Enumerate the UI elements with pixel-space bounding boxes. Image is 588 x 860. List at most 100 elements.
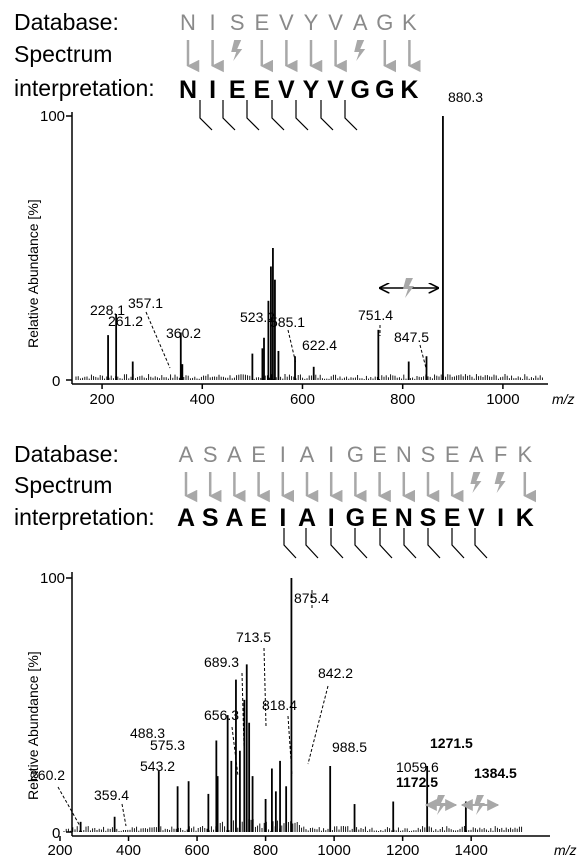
peak-label: 847.5: [394, 329, 429, 345]
database-residue: A: [353, 10, 368, 35]
interpreted-residue: I: [209, 76, 216, 104]
y-tick-label-top-100: 100: [40, 108, 65, 125]
database-residue: N: [396, 442, 412, 467]
y-axis-label-bottom: Relative Abundance [%]: [25, 651, 41, 800]
database-residue: G: [347, 442, 364, 467]
mutation-bolt-icon: [474, 795, 485, 815]
interpreted-residue: A: [298, 504, 316, 532]
interpreted-residue: I: [497, 504, 504, 532]
peak-label-leader: [287, 329, 297, 365]
mass-shift-arrow-top: [380, 278, 438, 298]
database-residue: F: [494, 442, 507, 467]
x-tick-label: 600: [290, 391, 315, 408]
mutation-bolt-icon: [470, 472, 482, 493]
interpreted-residue: K: [516, 504, 534, 532]
database-residue: E: [254, 10, 269, 35]
peak-label: 656.3: [204, 707, 239, 723]
x-axis-label-bottom: m/z: [554, 842, 577, 858]
interpreted-residue: E: [371, 504, 388, 532]
database-residue: Y: [304, 10, 319, 35]
peak-label: 585.1: [270, 314, 305, 330]
interpreted-residue: K: [400, 76, 418, 104]
fragment-ion-marker: [295, 100, 309, 131]
peak-label-leader: [121, 803, 127, 827]
x-tick-label: 1000: [486, 391, 519, 408]
fragment-ion-marker: [474, 528, 488, 559]
peak-label: 523.2: [240, 309, 275, 325]
database-residue: I: [210, 10, 216, 35]
interpreted-residue: I: [328, 504, 335, 532]
interpreted-residue: G: [350, 76, 369, 104]
x-tick-label: 400: [116, 842, 141, 859]
y-tick-label-bottom-100: 100: [40, 570, 65, 587]
peak-label-leader: [263, 647, 267, 727]
interpreted-residue: I: [279, 504, 286, 532]
database-residue: I: [328, 442, 334, 467]
peak-label: 261.2: [108, 313, 143, 329]
database-residue: E: [251, 442, 266, 467]
interpreted-residue: S: [202, 504, 219, 532]
y-tick-label-top-0: 0: [52, 373, 60, 390]
spectrum-bottom: 260.2 359.4 488.3 543.2 575.3 656.3 689.3 713.5…: [25, 570, 577, 859]
peak-label: 359.4: [94, 787, 129, 803]
database-residue: S: [421, 442, 436, 467]
peak-label: 357.1: [128, 295, 163, 311]
database-residue: V: [328, 10, 343, 35]
peak-label: 1271.5: [430, 735, 473, 751]
peak-label: 988.5: [332, 739, 367, 755]
database-residue: A: [300, 442, 315, 467]
interpretation-label-top: interpretation:: [14, 75, 155, 101]
database-residue: S: [230, 10, 245, 35]
interpreted-residue: A: [177, 504, 195, 532]
interpreted-residue: G: [346, 504, 365, 532]
interpreted-residue: A: [225, 504, 243, 532]
interpreted-residue: N: [395, 504, 413, 532]
peak-label: 1172.5: [396, 774, 438, 790]
database-residue: N: [180, 10, 196, 35]
database-label-bottom: Database:: [14, 441, 119, 467]
peak-label: 228.1: [90, 302, 125, 318]
peak-label: 543.2: [140, 758, 175, 774]
database-residue: A: [227, 442, 242, 467]
peak-label: 751.4: [358, 307, 393, 323]
peak-label-leader: [419, 344, 427, 369]
database-residue: A: [469, 442, 484, 467]
x-tick-label: 1200: [386, 842, 419, 859]
fragment-ion-marker: [305, 528, 319, 559]
y-axis-label-top: Relative Abundance [%]: [25, 199, 41, 348]
x-axis-label-top: m/z: [552, 391, 575, 407]
peak-label: 1059.6: [396, 759, 439, 775]
y-tick-label-bottom-0: 0: [52, 825, 60, 842]
mutation-bolt-icon: [354, 40, 366, 61]
peak-label: 622.4: [302, 337, 337, 353]
peak-label: 488.3: [130, 725, 165, 741]
fragment-ion-marker: [222, 100, 236, 131]
database-residue: E: [445, 442, 460, 467]
database-residue: K: [402, 10, 417, 35]
database-label-top: Database:: [14, 9, 119, 35]
x-tick-label: 400: [190, 391, 215, 408]
mutation-bolt-icon: [435, 795, 446, 815]
interpreted-residue: E: [250, 504, 267, 532]
spectrum-peaks-bottom: [63, 578, 523, 832]
interpreted-residue: V: [468, 504, 485, 532]
x-tick-label: 200: [47, 842, 72, 859]
x-tick-label: 200: [90, 391, 115, 408]
fragment-ion-marker: [451, 528, 465, 559]
peak-label: 880.3: [448, 89, 483, 105]
database-residue: A: [179, 442, 194, 467]
interpreted-residue: N: [179, 76, 197, 104]
mutation-bolt-icon: [494, 472, 506, 493]
x-tick-label: 800: [253, 842, 278, 859]
x-tick-label: 1400: [454, 842, 487, 859]
sequence-alignment-top: N I S E V Y V A G KN I E E V Y V G G K: [179, 10, 421, 131]
fragment-ion-marker: [283, 528, 297, 559]
mutation-bolt-icon: [231, 40, 243, 61]
peak-label: 818.4: [262, 697, 297, 713]
database-residue: E: [372, 442, 387, 467]
peak-label: 360.2: [166, 325, 201, 341]
